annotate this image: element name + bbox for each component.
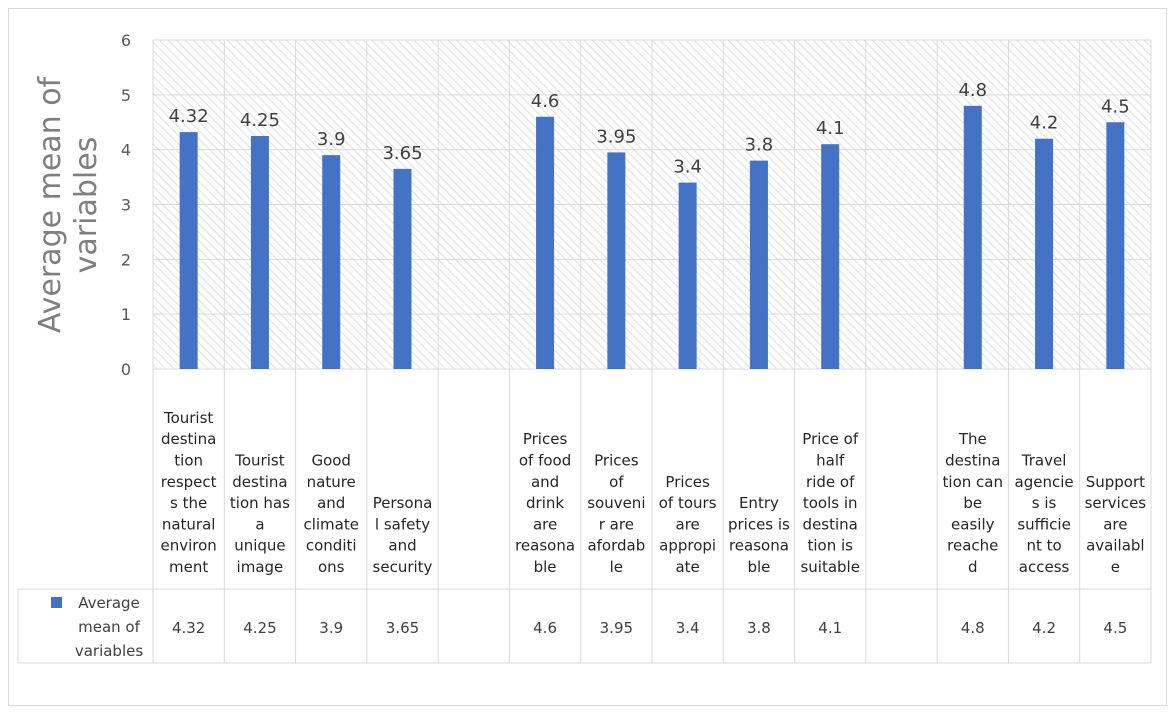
y-tick-label: 6 <box>121 31 131 50</box>
x-tick-label: Persona l safety and security <box>373 494 433 576</box>
legend-label: Average mean of variables <box>75 594 144 660</box>
x-tick-label: Travel agencie s is sufficie nt to access <box>1015 452 1074 577</box>
data-label: 4.5 <box>1101 96 1130 117</box>
bar <box>821 144 840 369</box>
x-tick-label: Good nature and climate conditi ons <box>303 452 359 577</box>
bar <box>322 155 341 369</box>
table-value: 4.1 <box>818 619 842 637</box>
data-label: 3.4 <box>673 157 702 178</box>
table-value: 4.8 <box>961 619 985 637</box>
data-label: 3.95 <box>596 126 636 147</box>
chart-frame <box>8 8 1167 706</box>
data-label: 4.2 <box>1030 113 1059 134</box>
y-tick-label: 1 <box>121 305 131 324</box>
table-value: 4.6 <box>533 619 557 637</box>
table-value: 3.9 <box>319 619 343 637</box>
y-tick-label: 3 <box>121 196 131 215</box>
data-label: 4.25 <box>240 110 280 131</box>
bar <box>607 152 626 369</box>
y-tick-label: 4 <box>121 141 131 160</box>
data-label: 4.8 <box>958 80 987 101</box>
x-tick-label: The destina tion can be easily reache d <box>943 430 1003 576</box>
x-tick-label: Tourist destina tion has a unique image <box>230 452 290 577</box>
bar <box>179 132 198 369</box>
table-value: 3.95 <box>600 619 633 637</box>
bar <box>250 135 269 369</box>
table-value: 3.4 <box>676 619 700 637</box>
data-label: 3.9 <box>317 129 346 150</box>
table-value: 4.32 <box>172 619 205 637</box>
table-value: 4.5 <box>1103 619 1127 637</box>
legend-swatch <box>51 597 62 608</box>
data-label: 3.65 <box>382 143 422 164</box>
data-label: 4.6 <box>531 91 560 112</box>
bar <box>536 116 555 370</box>
data-label: 4.32 <box>169 106 209 127</box>
x-tick-label: Prices of souveni r are afordab le <box>587 452 645 577</box>
x-tick-label: Price of half ride of tools in destina tion i… <box>800 430 859 576</box>
bar <box>749 160 768 369</box>
bar <box>1106 122 1125 369</box>
bar <box>393 168 412 369</box>
table-value: 4.25 <box>243 619 276 637</box>
data-label: 4.1 <box>816 118 845 139</box>
bar <box>1035 138 1054 369</box>
x-tick-label: Support services are availabl e <box>1085 473 1147 576</box>
bar <box>963 105 982 370</box>
y-tick-label: 2 <box>121 250 131 269</box>
x-tick-label: Prices of food and drink are reasona ble <box>515 430 575 576</box>
bar <box>678 182 697 369</box>
y-axis-title: Average mean ofvariables <box>33 75 104 333</box>
table-value: 3.65 <box>386 619 419 637</box>
table-value: 3.8 <box>747 619 771 637</box>
x-tick-label: Prices of tours are appropi ate <box>659 473 717 576</box>
y-tick-label: 5 <box>121 86 131 105</box>
y-tick-label: 0 <box>121 360 131 379</box>
table-value: 4.2 <box>1032 619 1056 637</box>
data-label: 3.8 <box>745 135 774 156</box>
x-tick-label: Entry prices is reasona ble <box>728 494 790 576</box>
x-tick-label: Tourist destina tion respect s the natural env… <box>160 409 216 576</box>
